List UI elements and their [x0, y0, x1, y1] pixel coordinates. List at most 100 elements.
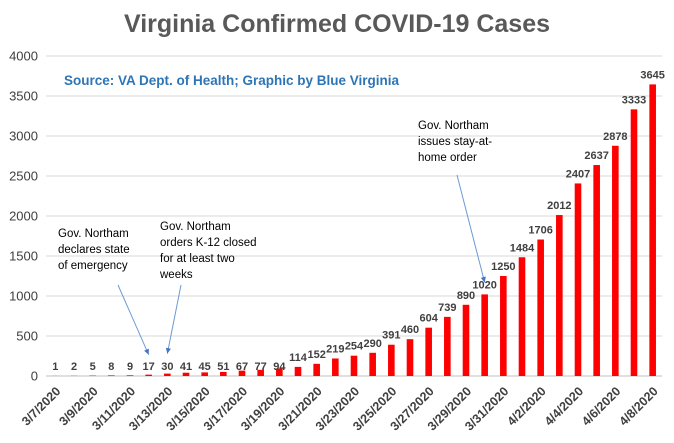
y-tick-label: 3000	[9, 129, 38, 144]
y-tick-label: 0	[31, 369, 38, 384]
bar	[612, 145, 619, 376]
data-label: 67	[236, 361, 248, 373]
annotation-text: orders K-12 closed	[160, 237, 257, 249]
bar	[332, 358, 339, 376]
chart-title: Virginia Confirmed COVID-19 Cases	[124, 10, 550, 38]
bar	[481, 294, 488, 376]
data-label: 17	[143, 361, 155, 373]
x-tick-label: 4/6/2020	[579, 384, 623, 428]
data-label: 8	[108, 361, 114, 373]
data-label: 51	[217, 361, 229, 373]
bar	[518, 257, 526, 376]
bar	[182, 372, 190, 376]
bar	[145, 374, 152, 376]
annotation-arrowhead	[480, 276, 486, 283]
data-label: 3333	[622, 94, 646, 106]
data-label: 2878	[603, 131, 627, 143]
data-label: 9	[127, 361, 133, 373]
data-label: 41	[180, 361, 192, 373]
bar	[294, 366, 302, 376]
data-label: 254	[345, 341, 364, 353]
data-label: 219	[326, 343, 344, 355]
annotation-arrow	[456, 174, 486, 283]
bar	[537, 239, 544, 376]
bar	[257, 369, 264, 376]
y-tick-label: 2500	[9, 169, 38, 184]
annotation: Gov. Northam declares state of emergency	[58, 228, 150, 355]
x-tick-label: 3/7/2020	[19, 384, 63, 428]
data-label: 1484	[510, 242, 535, 254]
data-label: 5	[90, 361, 96, 373]
bar	[649, 84, 656, 377]
bar	[126, 375, 134, 376]
data-label: 1706	[528, 225, 552, 237]
bar	[313, 363, 320, 376]
x-tick-label: 4/4/2020	[542, 384, 586, 428]
annotation-arrow	[117, 284, 150, 355]
data-label: 460	[401, 324, 419, 336]
bars	[52, 84, 656, 377]
y-axis-ticks: 0 500 1000 1500 2000 2500 3000 3500 4000	[9, 49, 38, 384]
data-label: 1	[52, 361, 58, 373]
gridlines	[46, 55, 662, 377]
data-label: 114	[289, 352, 308, 364]
y-tick-label: 4000	[9, 49, 38, 64]
data-label: 3645	[640, 69, 664, 81]
bar	[500, 276, 507, 376]
data-label: 2	[71, 361, 77, 373]
chart-subtitle: Source: VA Dept. of Health; Graphic by B…	[64, 73, 400, 88]
data-label: 77	[255, 361, 267, 373]
bar	[444, 316, 451, 376]
bar	[556, 215, 563, 376]
bar	[630, 109, 638, 377]
data-label: 391	[382, 330, 400, 342]
annotation-text: issues stay-at-	[418, 136, 492, 148]
annotation-text: declares state	[58, 244, 130, 256]
annotation-text: Gov. Northam	[418, 120, 489, 132]
bar	[462, 304, 470, 376]
bar	[220, 371, 227, 376]
bar	[164, 373, 171, 376]
annotation-text: weeks	[159, 269, 193, 281]
data-label: 45	[199, 361, 211, 373]
x-axis-ticks: 3/7/20203/9/20203/11/20203/13/20203/15/2…	[19, 384, 661, 433]
annotation-arrowhead	[165, 347, 171, 354]
annotation: Gov. Northam issues stay-at-home order	[418, 120, 492, 283]
data-label: 604	[419, 313, 438, 325]
bar	[108, 375, 115, 376]
y-tick-label: 1500	[9, 249, 38, 264]
y-tick-label: 2000	[9, 209, 38, 224]
data-label: 94	[273, 361, 286, 373]
data-label: 890	[457, 290, 475, 302]
x-tick-label: 4/2/2020	[504, 384, 548, 428]
y-tick-label: 500	[16, 329, 38, 344]
x-tick-label: 4/8/2020	[616, 384, 660, 428]
data-label: 1020	[472, 279, 496, 291]
annotation-text: Gov. Northam	[58, 228, 129, 240]
annotation-text: Gov. Northam	[160, 221, 231, 233]
annotation: Gov. Northam orders K-12 closed for at lea…	[159, 221, 257, 354]
bar	[574, 183, 582, 376]
data-label: 2012	[547, 200, 571, 212]
data-label: 152	[307, 349, 325, 361]
bar	[238, 370, 246, 376]
data-label: 30	[161, 361, 173, 373]
data-label: 1250	[491, 261, 515, 273]
bar	[388, 344, 395, 376]
annotation-text: of emergency	[58, 260, 128, 272]
y-tick-label: 3500	[9, 89, 38, 104]
annotation-arrowhead	[144, 348, 149, 355]
bar	[406, 339, 414, 376]
annotation-text: home order	[418, 152, 477, 164]
annotation-arrow	[166, 284, 182, 354]
data-label: 290	[363, 338, 381, 350]
data-label: 2637	[584, 150, 608, 162]
y-tick-label: 1000	[9, 289, 38, 304]
annotation-text: for at least two	[160, 253, 235, 265]
bar	[276, 368, 283, 376]
bar	[593, 165, 600, 376]
bar	[425, 327, 432, 376]
data-label: 739	[438, 302, 456, 314]
